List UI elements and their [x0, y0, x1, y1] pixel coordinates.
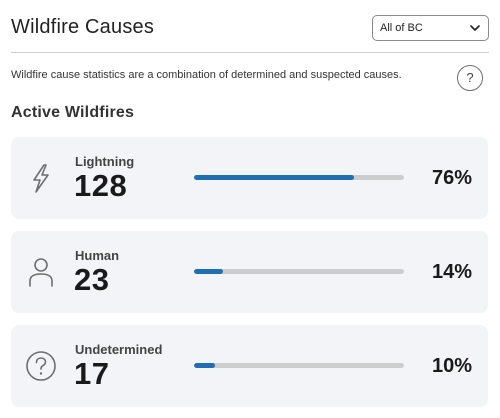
cause-percent: 14%	[431, 261, 472, 283]
cause-progress-bar	[194, 269, 404, 274]
cause-card-lightning: Lightning 128 76%	[11, 137, 488, 219]
header-divider	[11, 52, 489, 53]
cause-progress-fill	[194, 269, 224, 274]
cause-progress-bar	[194, 175, 404, 180]
section-title: Active Wildfires	[11, 104, 135, 121]
help-button[interactable]: ?	[457, 65, 483, 91]
cause-card-human: Human 23 14%	[11, 231, 488, 313]
cause-label: Human	[75, 248, 120, 263]
cause-percent: 10%	[431, 355, 472, 377]
header: Wildfire Causes All of BC	[11, 14, 489, 44]
info-text: Wildfire cause statistics are a combinat…	[11, 69, 402, 81]
cause-label: Undetermined	[75, 342, 163, 357]
cause-progress-fill	[194, 175, 354, 180]
chevron-down-icon	[470, 25, 480, 31]
cause-progress-fill	[194, 363, 215, 368]
cause-count: 23	[74, 262, 110, 297]
cause-count: 128	[74, 168, 128, 203]
cause-card-undetermined: Undetermined 17 10%	[11, 325, 488, 407]
cause-progress-bar	[194, 363, 404, 368]
region-select[interactable]: All of BC	[372, 15, 489, 41]
cause-label: Lightning	[75, 154, 135, 169]
region-select-value: All of BC	[380, 22, 423, 34]
page-title: Wildfire Causes	[11, 16, 155, 38]
cause-percent: 76%	[431, 167, 472, 189]
lightning-icon	[33, 164, 49, 193]
question-circle-icon	[26, 351, 56, 381]
cause-count: 17	[74, 356, 110, 391]
person-icon	[29, 258, 53, 287]
